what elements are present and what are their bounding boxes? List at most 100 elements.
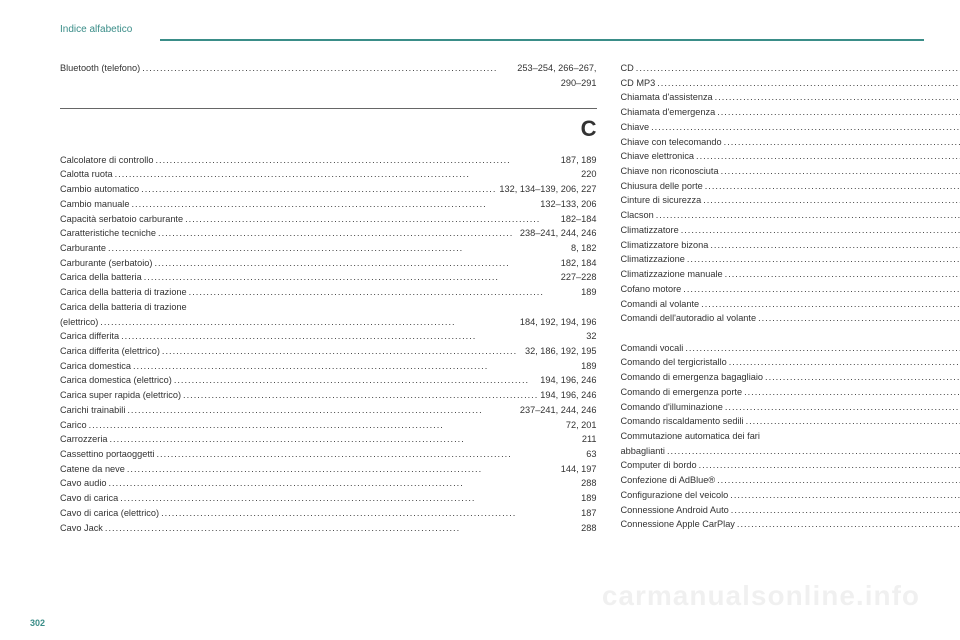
entry-dots	[681, 223, 960, 238]
index-entry: Clacson100	[621, 208, 960, 223]
entry-label: Carica differita	[60, 329, 119, 344]
entry-pages: 132, 134–139, 206, 227	[499, 182, 596, 197]
index-entry: Chiave con telecomando40	[621, 135, 960, 150]
index-entry: Chiusura delle porte34, 40	[621, 179, 960, 194]
entry-dots	[758, 311, 960, 326]
index-entry: Carrozzeria211	[60, 432, 597, 447]
entry-label: Carichi trainabili	[60, 403, 125, 418]
entry-dots	[131, 197, 538, 212]
entry-label: Computer di bordo	[621, 458, 697, 473]
entry-dots	[724, 135, 960, 150]
entry-pages: 189	[581, 285, 596, 300]
index-entry: Carica differita (elettrico)32, 186, 192…	[60, 344, 597, 359]
section-letter: C	[60, 111, 597, 146]
entry-dots	[144, 270, 559, 285]
entry-pages: 32	[586, 329, 596, 344]
entry-label: Chiave non riconosciuta	[621, 164, 719, 179]
entry-label: Cambio automatico	[60, 182, 139, 197]
entry-dots	[154, 256, 558, 271]
entry-pages: 187, 189	[561, 153, 597, 168]
entry-label: Comandi al volante	[621, 297, 700, 312]
entry-label: Configurazione del veicolo	[621, 488, 729, 503]
entry-label: Clacson	[621, 208, 654, 223]
entry-label: Climatizzazione	[621, 252, 685, 267]
index-entry: Chiave non riconosciuta128	[621, 164, 960, 179]
entry-dots	[696, 149, 960, 164]
entry-dots	[115, 167, 580, 182]
index-entry: Comando d'illuminazione88–89	[621, 400, 960, 415]
entry-label: Carrozzeria	[60, 432, 107, 447]
index-column-2: CD252CD MP3252Chiamata d'assistenza97–98…	[621, 61, 960, 535]
entry-label-wrap: Carica della batteria di trazione	[60, 300, 597, 315]
entry-dots	[183, 388, 538, 403]
entry-label: Carica della batteria di trazione	[60, 285, 187, 300]
index-entry: Cambio manuale132–133, 206	[60, 197, 597, 212]
entry-label: (elettrico)	[60, 315, 98, 330]
index-entry: Climatizzazione manuale79	[621, 267, 960, 282]
index-entry: Calotta ruota220	[60, 167, 597, 182]
entry-label: Climatizzazione manuale	[621, 267, 723, 282]
entry-dots	[155, 153, 558, 168]
index-entry: Carica domestica189	[60, 359, 597, 374]
section-divider: C	[60, 108, 597, 146]
index-entry: Comandi vocali275–278	[621, 341, 960, 356]
index-entry: Carica della batteria di trazione 189	[60, 285, 597, 300]
index-entry: Carica super rapida (elettrico)194, 196,…	[60, 388, 597, 403]
entry-pages: 238–241, 244, 246	[520, 226, 597, 241]
entry-dots	[127, 462, 559, 477]
entry-label: Climatizzatore bizona	[621, 238, 709, 253]
entry-dots	[141, 182, 497, 197]
index-entry: Confezione di AdBlue®208	[621, 473, 960, 488]
entry-label: Calcolatore di controllo	[60, 153, 153, 168]
entry-pages: 253–254, 266–267,	[517, 61, 596, 76]
index-columns: Bluetooth (telefono)253–254, 266–267,290…	[60, 61, 924, 535]
index-entry: (elettrico) 184, 192, 194, 196	[60, 315, 597, 330]
entry-label: Cassettino portaoggetti	[60, 447, 155, 462]
entry-label: abbaglianti	[621, 444, 665, 459]
header-rule	[160, 39, 924, 41]
index-entry: Cofano motore201–202, 203–204	[621, 282, 960, 297]
entry-pages: 182, 184	[561, 256, 597, 271]
entry-pages: 184, 192, 194, 196	[520, 315, 597, 330]
entry-pages: 227–228	[561, 270, 597, 285]
entry-dots	[731, 503, 960, 518]
entry-label: Carica differita (elettrico)	[60, 344, 160, 359]
entry-dots	[651, 120, 960, 135]
index-entry: Carburante8, 182	[60, 241, 597, 256]
index-entry: Chiamata d'assistenza97–98	[621, 90, 960, 105]
index-page: Indice alfabetico Bluetooth (telefono)25…	[0, 0, 960, 640]
entry-dots	[710, 238, 960, 253]
entry-pages: 63	[586, 447, 596, 462]
entry-continuation: 290–291	[60, 76, 597, 91]
index-entry: Carica differita 32	[60, 329, 597, 344]
entry-pages: 288	[581, 521, 596, 536]
index-entry: Carburante (serbatoio)182, 184	[60, 256, 597, 271]
entry-dots	[120, 491, 579, 506]
entry-label: Connessione Android Auto	[621, 503, 729, 518]
entry-pages: 187	[581, 506, 596, 521]
entry-dots	[162, 344, 523, 359]
entry-dots	[161, 506, 579, 521]
index-entry: Cinture di sicurezza105–108, 114	[621, 193, 960, 208]
index-entry: Comando riscaldamento sedili56	[621, 414, 960, 429]
entry-dots	[737, 517, 960, 532]
entry-label: Caratteristiche tecniche	[60, 226, 156, 241]
index-entry: Caratteristiche tecniche 238–241, 244, 24…	[60, 226, 597, 241]
entry-dots	[133, 359, 579, 374]
entry-dots	[730, 488, 960, 503]
page-number: 302	[30, 618, 45, 628]
entry-pages: 72, 201	[566, 418, 597, 433]
entry-label: Comando d'illuminazione	[621, 400, 723, 415]
entry-dots	[636, 61, 960, 76]
entry-dots	[105, 521, 579, 536]
entry-label: Carica domestica (elettrico)	[60, 373, 172, 388]
entry-label: Connessione Apple CarPlay	[621, 517, 735, 532]
entry-label: Comando riscaldamento sedili	[621, 414, 744, 429]
entry-label: Carburante	[60, 241, 106, 256]
entry-dots	[683, 282, 960, 297]
index-entry: Chiave34–35, 37–38, 40–42	[621, 120, 960, 135]
index-entry: Chiave elettronica34, 129	[621, 149, 960, 164]
entry-label: Comando di emergenza bagagliaio	[621, 370, 764, 385]
entry-dots	[725, 400, 960, 415]
entry-label: Cinture di sicurezza	[621, 193, 702, 208]
